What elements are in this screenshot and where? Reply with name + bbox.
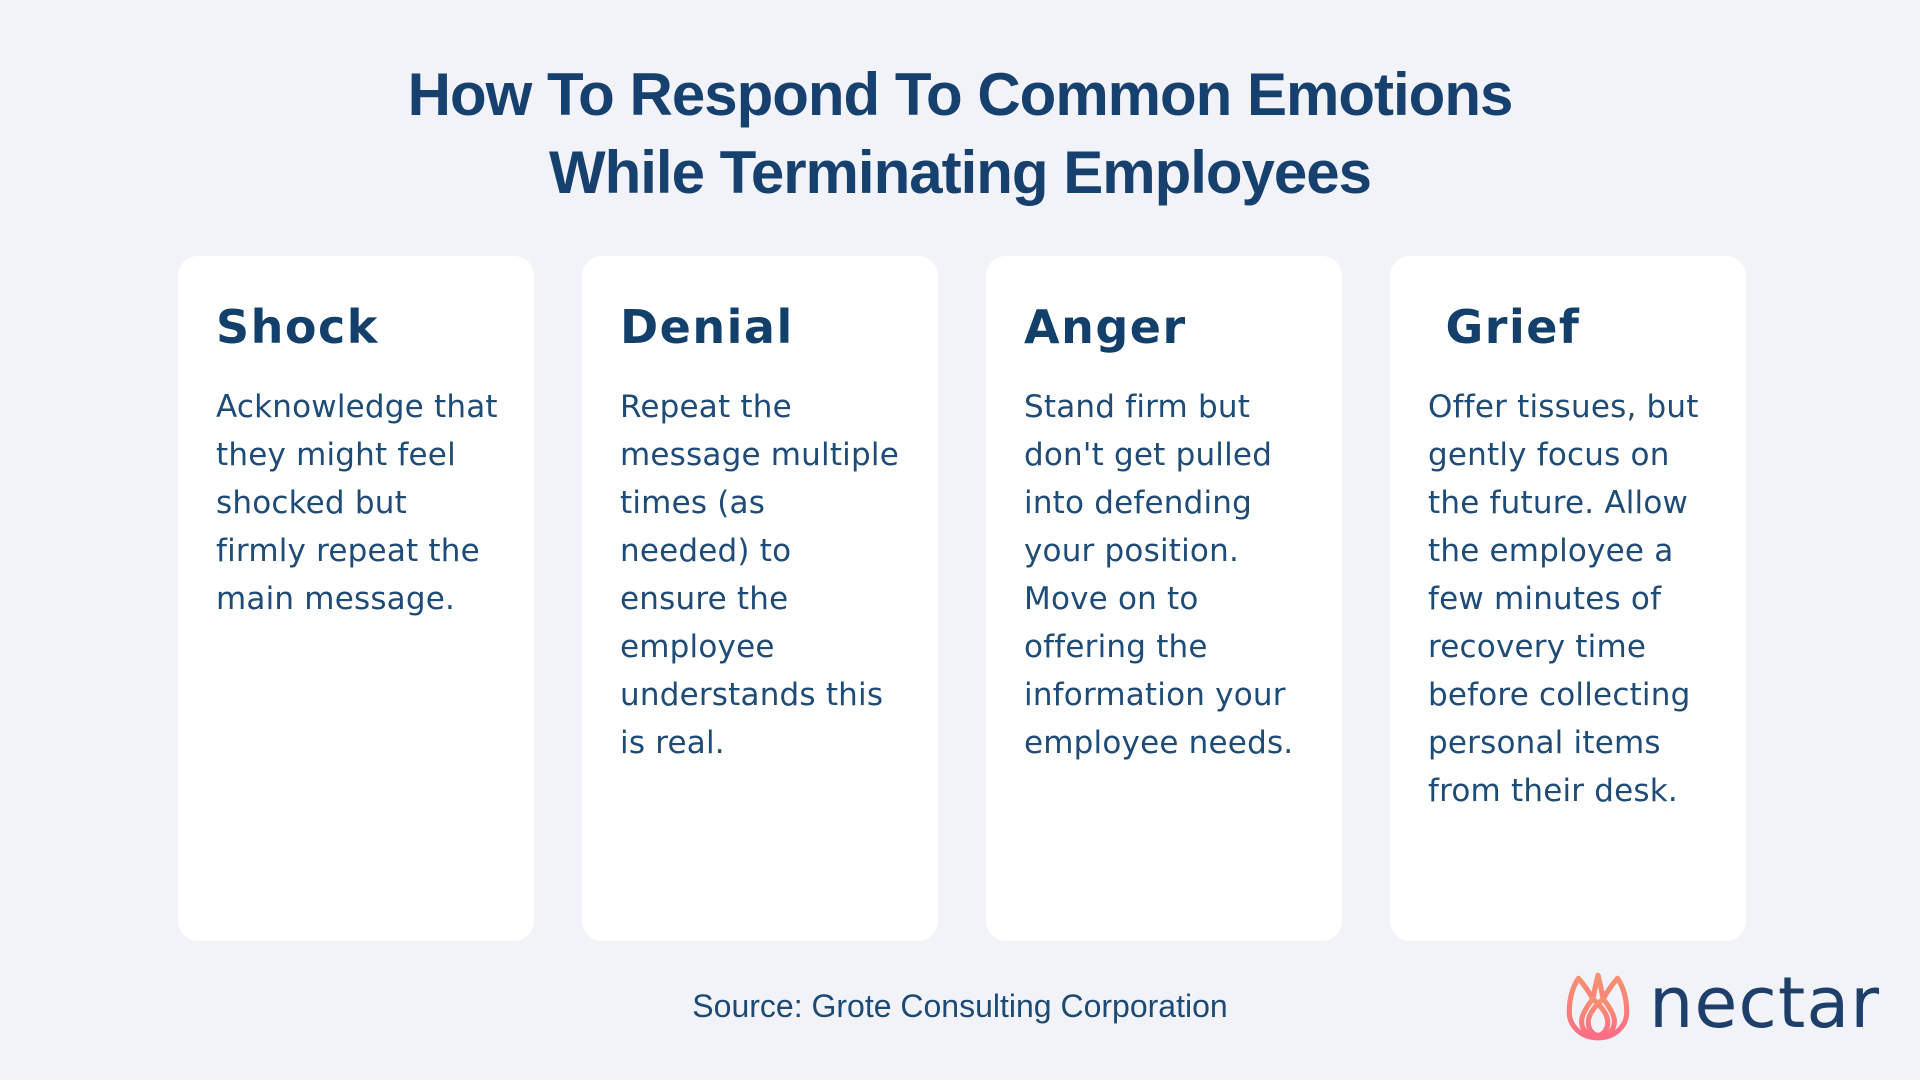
page-title-line1: How To Respond To Common Emotions (407, 61, 1514, 128)
card-anger-body: Stand firm but don't get pulled into def… (1024, 388, 1294, 761)
card-grief-body: Offer tissues, but gently focus on the f… (1428, 388, 1699, 809)
card-anger: Anger Stand firm but don't get pulled in… (986, 256, 1342, 941)
emotion-cards-row: Shock Acknowledge that they might feel s… (178, 256, 1746, 941)
card-denial: Denial Repeat the message multiple times… (582, 256, 938, 941)
lotus-flower-icon (1566, 972, 1630, 1041)
page-title-line2: While Terminating Employees (548, 139, 1372, 206)
card-denial-body: Repeat the message multiple times (as ne… (620, 388, 899, 761)
card-shock-heading: Shock (216, 300, 379, 354)
nectar-wordmark: nectar (1648, 962, 1880, 1044)
card-shock: Shock Acknowledge that they might feel s… (178, 256, 534, 941)
card-anger-heading: Anger (1024, 300, 1187, 354)
source-attribution: Source: Grote Consulting Corporation (692, 988, 1228, 1024)
page-title: How To Respond To Common Emotions While T… (0, 0, 1920, 212)
card-grief: Grief Offer tissues, but gently focus on… (1390, 256, 1746, 941)
card-shock-body: Acknowledge that they might feel shocked… (216, 388, 498, 617)
card-denial-heading: Denial (620, 300, 794, 354)
nectar-logo: nectar (1559, 968, 1880, 1044)
card-grief-heading: Grief (1428, 300, 1581, 354)
